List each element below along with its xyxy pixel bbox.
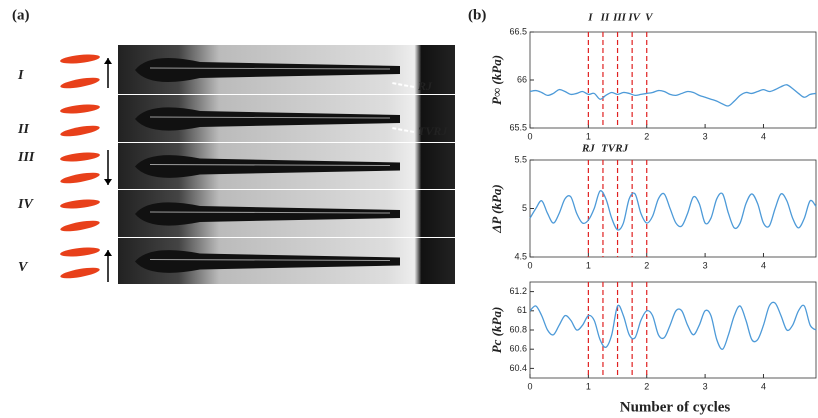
x-tick-label: 2 bbox=[644, 131, 649, 141]
foil-icon bbox=[60, 199, 100, 209]
y-tick-label: 66.5 bbox=[509, 26, 527, 36]
row-label: III bbox=[17, 150, 35, 165]
jet-body bbox=[135, 202, 400, 226]
row-label: II bbox=[17, 122, 29, 137]
y-tick-label: 61 bbox=[517, 305, 527, 315]
event-label: RJ bbox=[581, 143, 595, 155]
x-tick-label: 3 bbox=[703, 131, 708, 141]
event-label: TVRJ bbox=[601, 143, 628, 155]
y-tick-label: 60.8 bbox=[509, 324, 527, 334]
data-line bbox=[529, 190, 817, 231]
x-tick-label: 4 bbox=[761, 131, 766, 141]
foil-icon bbox=[60, 247, 100, 257]
jet-edge bbox=[149, 211, 391, 214]
y-tick-label: 66 bbox=[517, 74, 527, 84]
row-label: IV bbox=[17, 197, 34, 212]
jet-body bbox=[135, 250, 400, 273]
foil-icon bbox=[60, 172, 100, 184]
phase-label: I bbox=[587, 12, 593, 24]
jet-edge bbox=[149, 164, 391, 166]
panel-label: (a) bbox=[12, 7, 30, 23]
annotation-arrow bbox=[391, 127, 415, 133]
y-tick-label: 60.6 bbox=[509, 344, 527, 354]
x-tick-label: 0 bbox=[527, 260, 532, 270]
foil-icon bbox=[60, 104, 100, 114]
jet-edge bbox=[149, 67, 391, 70]
y-tick-label: 65.5 bbox=[509, 122, 527, 132]
foil-icon bbox=[60, 152, 100, 162]
row-label: I bbox=[17, 68, 24, 83]
x-tick-label: 1 bbox=[586, 131, 591, 141]
x-tick-label: 0 bbox=[527, 381, 532, 391]
data-line bbox=[529, 84, 817, 107]
annotation: RJ bbox=[417, 79, 433, 93]
y-axis-label: P∞ (kPa) bbox=[489, 55, 504, 105]
x-tick-label: 1 bbox=[586, 381, 591, 391]
x-tick-label: 4 bbox=[761, 260, 766, 270]
phase-label: III bbox=[612, 12, 627, 24]
arrow-head bbox=[104, 58, 112, 64]
plot-frame bbox=[529, 281, 817, 379]
foil-icon bbox=[60, 54, 100, 64]
arrow-head bbox=[104, 179, 112, 185]
jet-edge bbox=[149, 116, 391, 119]
x-tick-label: 0 bbox=[527, 131, 532, 141]
x-tick-label: 2 bbox=[644, 381, 649, 391]
jet-body bbox=[135, 155, 400, 178]
foil-icon bbox=[60, 220, 100, 232]
arrow-head bbox=[104, 250, 112, 256]
y-axis-label: Pc (kPa) bbox=[489, 307, 504, 354]
x-axis-label: Number of cycles bbox=[620, 399, 731, 415]
panel-label: (b) bbox=[468, 7, 486, 23]
phase-label: IV bbox=[627, 12, 641, 24]
data-line bbox=[529, 301, 817, 350]
y-tick-label: 5 bbox=[522, 203, 527, 213]
jet-edge bbox=[149, 259, 391, 261]
jet-body bbox=[135, 57, 400, 83]
annotation: TVRJ bbox=[418, 124, 448, 138]
phase-label: V bbox=[645, 12, 654, 24]
y-tick-label: 61.2 bbox=[509, 286, 527, 296]
plot-frame bbox=[529, 159, 817, 258]
x-tick-label: 4 bbox=[761, 381, 766, 391]
foil-icon bbox=[60, 125, 100, 137]
y-tick-label: 4.5 bbox=[514, 251, 527, 261]
foil-icon bbox=[60, 77, 100, 89]
x-tick-label: 2 bbox=[644, 260, 649, 270]
plot-frame bbox=[529, 31, 817, 129]
foil-icon bbox=[60, 267, 100, 279]
jet-body bbox=[135, 107, 400, 131]
annotation-arrow bbox=[391, 82, 415, 88]
x-tick-label: 3 bbox=[703, 381, 708, 391]
x-tick-label: 3 bbox=[703, 260, 708, 270]
phase-label: II bbox=[600, 12, 610, 24]
row-label: V bbox=[18, 260, 29, 275]
x-tick-label: 1 bbox=[586, 260, 591, 270]
y-tick-label: 5.5 bbox=[514, 154, 527, 164]
y-tick-label: 60.4 bbox=[509, 363, 527, 373]
y-axis-label: ΔP (kPa) bbox=[489, 184, 504, 233]
